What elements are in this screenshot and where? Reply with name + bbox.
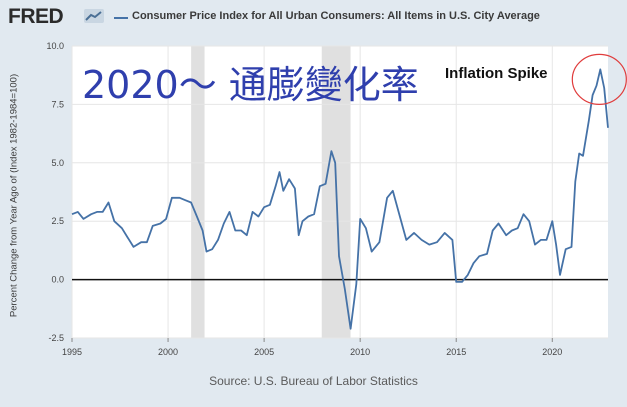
x-tick-label: 2010 bbox=[350, 347, 370, 357]
x-tick-label: 2015 bbox=[446, 347, 466, 357]
y-tick-label: -2.5 bbox=[48, 333, 64, 343]
source-note: Source: U.S. Bureau of Labor Statistics bbox=[209, 374, 418, 388]
fred-logo[interactable]: FRED bbox=[8, 5, 64, 28]
x-tick-label: 2020 bbox=[542, 347, 562, 357]
x-tick-label: 2005 bbox=[254, 347, 274, 357]
series-title[interactable]: Consumer Price Index for All Urban Consu… bbox=[132, 10, 540, 22]
annotation-title: 2020～ 通膨變化率 bbox=[82, 63, 419, 107]
cpi-series-line bbox=[71, 68, 609, 330]
y-tick-label: 2.5 bbox=[51, 216, 64, 226]
x-tick-label: 1995 bbox=[62, 347, 82, 357]
y-tick-label: 10.0 bbox=[46, 41, 64, 51]
y-tick-label: 7.5 bbox=[51, 99, 64, 109]
y-tick-label: 5.0 bbox=[51, 158, 64, 168]
x-tick-label: 2000 bbox=[158, 347, 178, 357]
spike-highlight-circle bbox=[571, 53, 627, 105]
fred-logo-chart-icon bbox=[84, 9, 104, 23]
y-tick-label: 0.0 bbox=[51, 275, 64, 285]
legend-series-swatch bbox=[114, 17, 128, 19]
annotation-inflation-spike: Inflation Spike bbox=[445, 65, 548, 82]
recession-band-1 bbox=[191, 46, 205, 338]
chart-header: FRED Consumer Price Index for All Urban … bbox=[0, 0, 627, 36]
